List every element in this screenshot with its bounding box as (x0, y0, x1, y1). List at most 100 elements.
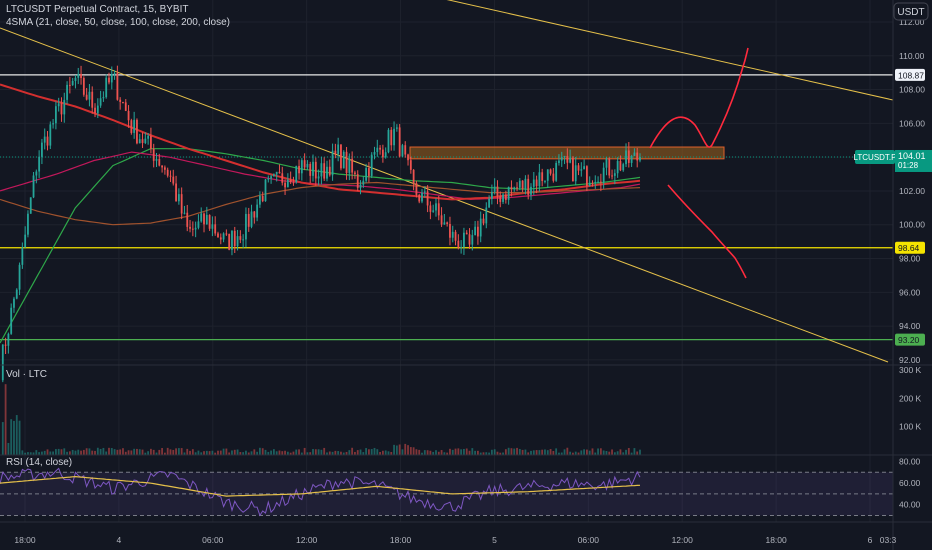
volume-bar (488, 452, 490, 455)
volume-bar (597, 448, 599, 455)
candle-body (85, 94, 88, 100)
volume-bar (292, 451, 295, 455)
candle-body (516, 187, 518, 189)
candle-body (231, 230, 233, 250)
candle-body (591, 182, 594, 184)
volume-bar (57, 448, 60, 455)
candle-body (138, 139, 141, 144)
candle-body (278, 171, 281, 174)
volume-bar (476, 450, 479, 455)
candle-body (239, 236, 242, 240)
time-tick-label: 6 (868, 535, 873, 545)
candle-body (1, 344, 4, 381)
candle-body (418, 194, 421, 202)
candle-body (247, 213, 250, 227)
volume-bar (312, 449, 314, 455)
volume-bar (401, 449, 404, 455)
volume-bar (463, 448, 465, 455)
volume-bar (499, 452, 502, 455)
candle-body (393, 128, 395, 146)
rsi-label: RSI (14, close) (6, 457, 72, 468)
volume-bar (80, 450, 82, 455)
volume-bar (359, 449, 362, 455)
candle-body (560, 157, 563, 161)
volume-bar (189, 450, 191, 455)
candle-body (272, 174, 275, 177)
current-price-label: 104.01 (898, 151, 926, 161)
candle-body (518, 180, 521, 188)
volume-bar (102, 447, 105, 455)
volume-bar (535, 450, 538, 455)
candle-body (527, 178, 530, 195)
volume-bar (306, 452, 309, 455)
candle-body (172, 176, 175, 184)
candle-body (622, 164, 625, 171)
volume-bar (331, 451, 334, 455)
volume-bar (549, 449, 552, 455)
volume-bar (233, 449, 236, 455)
candle-body (133, 119, 136, 133)
time-tick-label: 03:3 (880, 535, 897, 545)
volume-bar (175, 448, 177, 455)
volume-bar (356, 450, 359, 455)
volume-bar (186, 448, 189, 455)
currency-button[interactable]: USDT (893, 2, 929, 21)
candle-body (354, 172, 356, 175)
candle-body (404, 145, 407, 155)
candle-body (616, 161, 619, 174)
volume-bar (270, 450, 272, 455)
volume-bar (289, 452, 292, 455)
sma-50-line (0, 151, 641, 201)
candle-body (421, 192, 423, 202)
volume-bar (197, 450, 200, 455)
volume-bar (538, 450, 541, 455)
candle-body (233, 230, 236, 247)
time-tick-label: 12:00 (672, 535, 694, 545)
volume-bar (105, 451, 108, 455)
volume-bar (172, 449, 175, 455)
candle-body (253, 211, 256, 218)
candle-body (203, 213, 205, 225)
volume-bar (35, 450, 38, 455)
volume-bar (116, 449, 119, 455)
candle-body (261, 195, 264, 202)
candle-body (35, 171, 38, 176)
volume-bar (566, 447, 569, 455)
volume-bar (88, 448, 91, 455)
volume-bar (136, 448, 138, 455)
volume-bar (4, 384, 7, 455)
volume-bar (38, 452, 41, 455)
volume-bar (345, 451, 348, 455)
volume-bar (85, 448, 88, 455)
volume-bar (591, 448, 594, 455)
volume-bar (365, 448, 368, 455)
candle-body (395, 127, 398, 129)
candle-body (38, 156, 41, 172)
volume-bar (158, 449, 161, 455)
candle-body (569, 157, 572, 163)
volume-bar (404, 443, 407, 455)
current-price-tag: LTCUSDT.P 104.01 01:28 (854, 149, 932, 172)
volume-bar (303, 447, 306, 455)
candle-body (180, 194, 183, 214)
chart-title: LTCUSDT Perpetual Contract, 15, BYBIT (6, 4, 188, 15)
candle-body (166, 169, 169, 176)
candle-body (29, 197, 32, 214)
candle-body (309, 163, 312, 176)
volume-bar (231, 450, 233, 455)
volume-bar (541, 449, 544, 455)
volume-bar (211, 450, 214, 455)
volume-bar (281, 451, 284, 455)
volume-bar (608, 451, 611, 455)
candle-body (82, 78, 85, 95)
candle-body (256, 204, 259, 218)
candle-body (538, 172, 541, 187)
volume-bar (421, 452, 423, 455)
volume-bar (544, 449, 546, 455)
candle-body (507, 186, 510, 200)
volume-bar (530, 450, 532, 455)
candle-body (326, 166, 328, 179)
candle-body (208, 214, 211, 229)
candle-body (401, 145, 404, 157)
